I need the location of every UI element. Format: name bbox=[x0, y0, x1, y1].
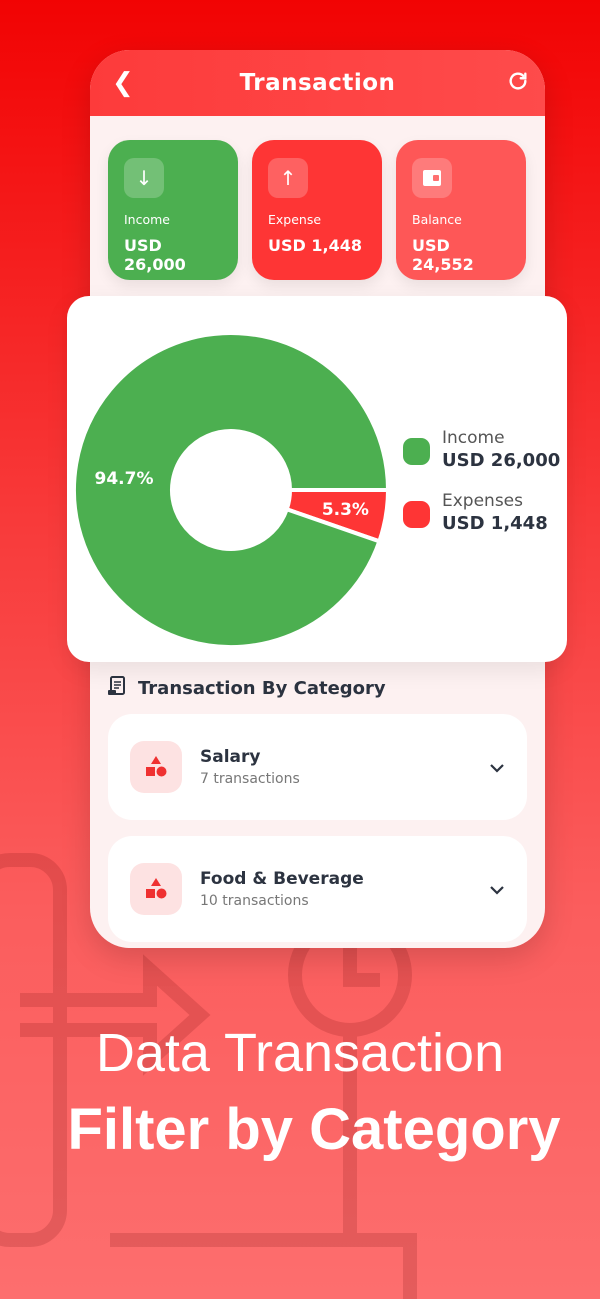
arrow-up-icon: ↑ bbox=[268, 158, 308, 198]
section-title: Transaction By Category bbox=[138, 678, 386, 699]
pie-slice-income bbox=[72, 331, 391, 649]
chevron-down-icon[interactable] bbox=[489, 880, 505, 899]
donut-chart: 5.3% 94.7% bbox=[72, 331, 391, 649]
promo-line-2: Filter by Category bbox=[67, 1097, 561, 1162]
category-item-salary[interactable]: Salary 7 transactions bbox=[108, 714, 527, 820]
category-count: 10 transactions bbox=[200, 893, 309, 909]
promo-line-1: Data Transaction bbox=[95, 1023, 505, 1083]
arrow-down-icon: ↓ bbox=[124, 158, 164, 198]
slice-label: 94.7% bbox=[95, 469, 154, 489]
card-label: Income bbox=[124, 212, 170, 227]
refresh-icon[interactable] bbox=[507, 70, 529, 96]
category-section-header: Transaction By Category bbox=[108, 676, 386, 701]
background-decoration bbox=[0, 853, 417, 1299]
expense-card[interactable]: ↑ Expense USD 1,448 bbox=[252, 140, 382, 280]
card-label: Balance bbox=[412, 212, 462, 227]
legend-value: USD 26,000 bbox=[442, 450, 561, 471]
card-label: Expense bbox=[268, 212, 322, 227]
card-value: USD 26,000 bbox=[124, 236, 186, 274]
card-value: USD 1,448 bbox=[268, 236, 362, 255]
shapes-icon bbox=[130, 863, 182, 915]
chevron-down-icon[interactable] bbox=[489, 758, 505, 777]
card-value: USD 24,552 bbox=[412, 236, 474, 274]
page-title: Transaction bbox=[239, 70, 396, 96]
chevron-left-icon[interactable]: ❮ bbox=[112, 68, 134, 98]
category-count: 7 transactions bbox=[200, 771, 300, 787]
income-card[interactable]: ↓ Income USD 26,000 bbox=[108, 140, 238, 280]
legend-name: Expenses bbox=[442, 491, 523, 511]
shapes-icon bbox=[130, 741, 182, 793]
legend-value: USD 1,448 bbox=[442, 513, 548, 534]
pie-chart-card: 5.3% 94.7% Income USD 26,000 Expenses USD 1… bbox=[67, 296, 567, 662]
app-header: ❮ Transaction bbox=[90, 50, 545, 116]
summary-cards: ↓ Income USD 26,000 ↑ Expense USD 1,448 … bbox=[108, 140, 526, 280]
legend-name: Income bbox=[442, 428, 505, 448]
slice-label: 5.3% bbox=[322, 500, 369, 520]
legend-swatch bbox=[403, 501, 430, 528]
category-name: Food & Beverage bbox=[200, 869, 364, 889]
wallet-icon bbox=[412, 158, 452, 198]
category-name: Salary bbox=[200, 747, 261, 767]
chart-legend: Income USD 26,000 Expenses USD 1,448 bbox=[403, 428, 560, 554]
legend-swatch bbox=[403, 438, 430, 465]
legend-item-expenses: Expenses USD 1,448 bbox=[403, 491, 560, 534]
category-item-food-beverage[interactable]: Food & Beverage 10 transactions bbox=[108, 836, 527, 942]
balance-card[interactable]: Balance USD 24,552 bbox=[396, 140, 526, 280]
legend-item-income: Income USD 26,000 bbox=[403, 428, 560, 471]
receipt-icon bbox=[108, 676, 126, 701]
